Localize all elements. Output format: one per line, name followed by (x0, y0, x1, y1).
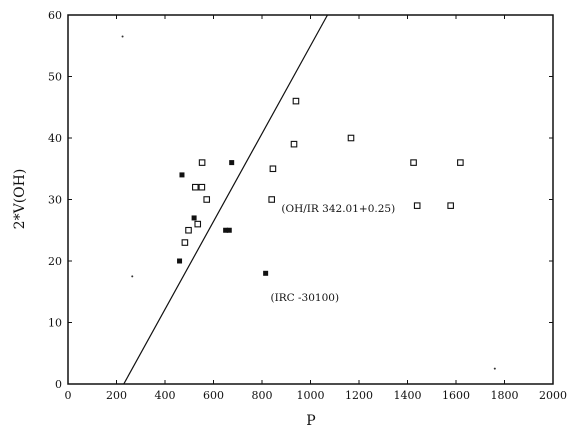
open-square-point (347, 134, 355, 142)
plot-frame (67, 14, 554, 385)
x-tick-label: 2000 (539, 389, 567, 402)
x-tick-label: 1400 (394, 389, 422, 402)
open-square-point (198, 183, 206, 191)
open-square-point (457, 159, 464, 166)
filled-square-point (223, 227, 229, 233)
y-tick-label: 0 (55, 378, 62, 391)
x-tick-label: 800 (252, 389, 273, 402)
x-tick-label: 1200 (345, 389, 373, 402)
x-tick-label: 0 (65, 389, 72, 402)
annotation-label: (IRC -30100) (270, 292, 339, 304)
filled-square-point (229, 160, 235, 166)
x-tick-label: 200 (106, 389, 127, 402)
open-square-point (194, 220, 202, 228)
open-square-point (268, 196, 276, 203)
y-tick-label: 60 (48, 9, 62, 22)
annotations: (OH/IR 342.01+0.25) (IRC -30100) (270, 203, 395, 304)
y-axis-ticks: 0 10 20 30 40 50 60 (48, 9, 553, 391)
open-square-point (269, 165, 277, 173)
x-tick-label: 600 (203, 389, 224, 402)
x-axis-label: P (306, 413, 315, 429)
filled-square-point (177, 258, 183, 264)
open-square-point (198, 159, 206, 166)
open-square-point (185, 226, 192, 234)
y-tick-label: 20 (48, 255, 62, 268)
open-square-point (292, 97, 300, 105)
x-tick-label: 1600 (442, 389, 470, 402)
open-square-point (203, 196, 211, 203)
filled-square-point (179, 172, 185, 178)
x-tick-label: 400 (155, 389, 176, 402)
open-square-point (290, 140, 298, 148)
speck-mark (131, 275, 134, 278)
open-square-point (410, 159, 417, 166)
y-tick-label: 30 (48, 194, 62, 207)
filled-square-point (263, 270, 269, 276)
x-axis-ticks: 0 200 400 600 800 1000 1200 1400 1600 1800 2000 (65, 15, 567, 402)
x-tick-label: 1000 (297, 389, 325, 402)
filled-square-point (191, 215, 197, 221)
open-square-point (413, 202, 421, 209)
fit-line (123, 14, 329, 385)
filled-square-point (226, 227, 232, 233)
annotation-label: (OH/IR 342.01+0.25) (281, 203, 395, 215)
speck-mark (493, 367, 496, 370)
open-square-point (192, 183, 199, 191)
data-points (121, 35, 496, 370)
y-tick-label: 40 (48, 132, 62, 145)
x-tick-label: 1800 (491, 389, 519, 402)
y-tick-label: 50 (48, 71, 62, 84)
fit-line-group (123, 14, 329, 385)
speck-mark (121, 35, 124, 38)
y-axis-label: 2*V(OH) (12, 169, 28, 230)
open-square-point (181, 239, 189, 246)
y-tick-label: 10 (48, 317, 62, 330)
open-square-point (447, 202, 454, 209)
